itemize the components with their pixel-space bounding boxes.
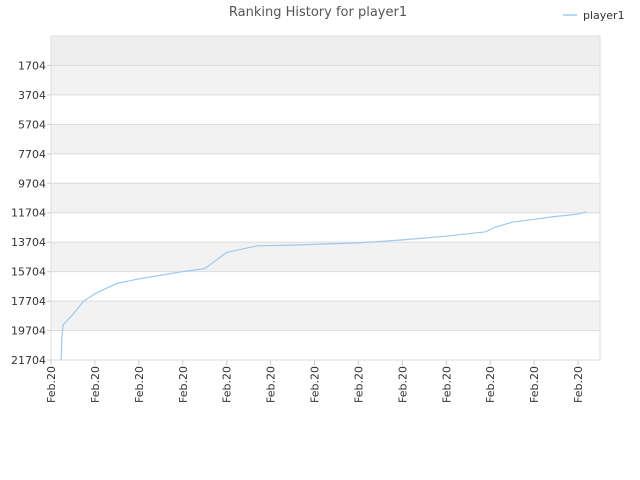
x-tick-label: Feb.20 [309,366,322,403]
plot-border [50,35,601,361]
x-tick-label: Feb.20 [352,366,365,403]
plot-band [51,301,600,331]
x-tick-label: Feb.20 [177,366,190,403]
x-axis-ticks: Feb.20 Feb.20 Feb.20 Feb.20 Feb.20 Feb.20 Feb.… [45,360,585,403]
plot-band [51,153,600,184]
plot-bands [51,36,600,360]
x-tick-label: Feb.20 [396,366,409,403]
x-tick-label: Feb.20 [572,366,585,403]
y-tick-label: 17704 [11,295,46,308]
y-tick-label: 1704 [18,59,46,72]
plot-band [51,124,600,154]
y-tick-label: 15704 [11,266,46,279]
legend[interactable]: player1 [563,9,625,22]
plot-band [51,36,600,66]
x-tick-label: Feb.20 [265,366,278,403]
x-tick-label: Feb.20 [89,366,102,403]
plot-band [51,271,600,302]
plot-band [51,183,600,213]
y-tick-label: 11704 [11,207,46,220]
y-tick-label: 5704 [18,118,46,131]
chart-title: Ranking History for player1 [229,5,407,20]
y-tick-label: 3704 [18,89,46,102]
x-tick-label: Feb.20 [45,366,58,403]
y-tick-label: 21704 [11,354,46,367]
plot-band [51,65,600,95]
x-tick-label: Feb.20 [528,366,541,403]
y-tick-label: 9704 [18,177,46,190]
x-tick-label: Feb.20 [133,366,146,403]
x-tick-label: Feb.20 [221,366,234,403]
y-tick-label: 19704 [11,325,46,338]
plot-band [51,330,600,360]
series-line-player1[interactable] [60,211,587,361]
series-layer [60,211,587,361]
x-tick-label: Feb.20 [484,366,497,403]
y-tick-label: 13704 [11,236,46,249]
legend-label-player1[interactable]: player1 [583,9,625,22]
y-tick-label: 7704 [18,148,46,161]
plot-band [51,242,600,272]
plot-band [51,94,600,125]
plot-band [51,212,600,243]
x-tick-label: Feb.20 [440,366,453,403]
y-axis-ticks: 1704 3704 5704 7704 9704 11704 13704 15704 17704… [11,59,51,367]
